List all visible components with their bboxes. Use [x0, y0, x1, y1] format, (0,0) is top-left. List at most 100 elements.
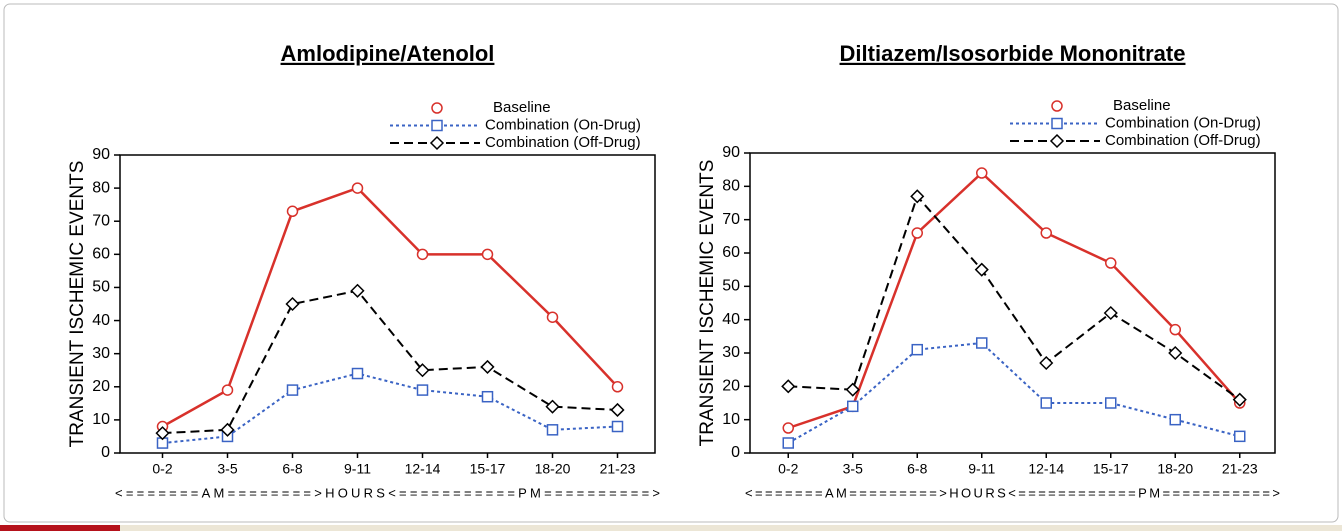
marker: [782, 437, 794, 449]
x-tick-label: 9-11: [344, 461, 371, 477]
legend-label: Baseline: [1113, 97, 1171, 114]
legend-label: Baseline: [493, 99, 551, 116]
marker: [1049, 133, 1065, 149]
y-tick-label: 20: [92, 378, 110, 395]
marker: [782, 422, 794, 434]
marker: [1234, 430, 1246, 443]
marker: [415, 363, 430, 378]
y-axis-label: TRANSIENT ISCHEMIC EVENTS: [697, 160, 718, 447]
legend-label: Combination (On-Drug): [1105, 114, 1261, 131]
x-tick-label: 12-14: [405, 461, 441, 477]
x-axis-label: <=======AM=========>HOURS<============PM…: [745, 485, 1280, 500]
legend-label: Combination (Off-Drug): [1105, 132, 1261, 149]
marker: [910, 189, 925, 204]
marker: [429, 135, 445, 151]
marker: [1040, 227, 1052, 239]
marker: [1168, 345, 1183, 361]
series-line: [162, 372, 618, 445]
y-tick-label: 0: [731, 444, 740, 461]
y-tick-label: 40: [92, 312, 110, 329]
marker: [1232, 392, 1247, 407]
footer-band: [120, 525, 1342, 531]
marker: [286, 384, 299, 396]
x-tick-label: 12-14: [1028, 461, 1064, 477]
marker: [845, 382, 860, 397]
marker: [1040, 397, 1052, 409]
y-tick-label: 60: [722, 244, 740, 261]
marker: [416, 248, 429, 261]
y-axis-label: TRANSIENT ISCHEMIC EVENTS: [67, 161, 88, 448]
y-tick-label: 50: [722, 278, 740, 295]
y-tick-label: 70: [722, 211, 740, 228]
marker: [1169, 323, 1181, 336]
marker: [1105, 257, 1117, 269]
marker: [431, 102, 443, 114]
marker: [480, 359, 495, 374]
y-tick-label: 70: [92, 212, 110, 229]
frame: [3, 3, 1339, 523]
marker: [976, 167, 988, 179]
marker: [847, 400, 859, 413]
y-tick-label: 10: [92, 411, 110, 428]
marker: [545, 399, 560, 414]
y-tick-label: 80: [722, 178, 740, 195]
series-line: [162, 289, 618, 435]
x-tick-label: 18-20: [535, 461, 571, 477]
marker: [974, 262, 989, 277]
marker: [1051, 100, 1063, 112]
x-tick-label: 3-5: [843, 461, 863, 477]
series-line: [787, 341, 1241, 444]
y-tick-label: 90: [92, 146, 110, 163]
x-tick-label: 6-8: [907, 461, 927, 477]
x-tick-label: 21-23: [600, 461, 636, 477]
y-tick-label: 60: [92, 246, 110, 263]
chart-title: Diltiazem/Isosorbide Mononitrate: [840, 41, 1186, 66]
marker: [1169, 413, 1181, 426]
y-tick-label: 40: [722, 311, 740, 328]
x-axis-label: <=======AM========>HOURS<===========PM==…: [115, 485, 660, 500]
marker: [431, 119, 443, 132]
y-tick-label: 0: [101, 444, 110, 461]
marker: [351, 182, 364, 194]
x-tick-label: 6-8: [282, 461, 302, 477]
marker: [546, 424, 559, 436]
marker: [611, 381, 624, 393]
x-tick-label: 9-11: [968, 461, 995, 477]
marker: [911, 227, 923, 239]
marker: [1103, 305, 1118, 321]
x-tick-label: 3-5: [217, 461, 237, 477]
y-tick-label: 50: [92, 279, 110, 296]
footer-accent: [0, 525, 120, 531]
legend-label: Combination (Off-Drug): [485, 134, 641, 151]
marker: [155, 426, 170, 441]
marker: [221, 384, 234, 396]
marker: [350, 283, 365, 298]
marker: [781, 379, 796, 394]
marker: [546, 311, 559, 323]
chart-title: Amlodipine/Atenolol: [281, 41, 495, 66]
marker: [351, 367, 364, 380]
x-tick-label: 21-23: [1222, 461, 1258, 477]
legend-label: Combination (On-Drug): [485, 116, 641, 133]
marker: [481, 390, 494, 403]
series-line: [787, 171, 1241, 430]
marker: [481, 248, 494, 261]
marker: [611, 420, 624, 433]
marker: [911, 343, 923, 356]
marker: [976, 337, 988, 349]
y-tick-label: 10: [722, 411, 740, 428]
marker: [1105, 397, 1117, 409]
plot-frame: [119, 154, 656, 454]
y-tick-label: 30: [722, 344, 740, 361]
marker: [1039, 355, 1054, 371]
x-tick-label: 0-2: [778, 461, 798, 477]
y-tick-label: 30: [92, 345, 110, 362]
x-tick-label: 18-20: [1157, 461, 1193, 477]
plot-frame: [749, 152, 1276, 454]
x-tick-label: 15-17: [470, 461, 506, 477]
y-tick-label: 80: [92, 179, 110, 196]
marker: [286, 205, 299, 218]
y-tick-label: 90: [722, 144, 740, 161]
marker: [1051, 117, 1063, 130]
